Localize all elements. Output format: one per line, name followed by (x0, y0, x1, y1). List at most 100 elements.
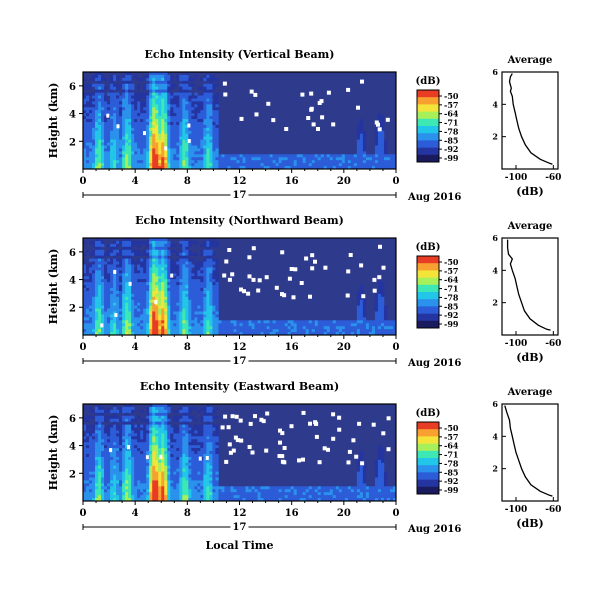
heatmap-cell (83, 302, 87, 306)
heatmap-cell (86, 299, 90, 303)
heatmap-cell (128, 119, 132, 123)
heatmap-cell (86, 160, 90, 164)
heatmap-cell (203, 116, 207, 120)
heatmap-cell (215, 273, 219, 277)
heatmap-cell (119, 160, 123, 164)
heatmap-cell (392, 160, 397, 164)
heatmap-cell (92, 332, 96, 336)
heatmap-cell (140, 95, 144, 99)
heatmap-cell (176, 305, 180, 309)
heatmap-cell (155, 240, 159, 245)
heatmap-cell (176, 110, 180, 114)
heatmap-cell (83, 317, 87, 321)
heatmap-cell (92, 329, 96, 333)
heatmap-cell (140, 133, 144, 137)
heatmap-cell (164, 451, 168, 455)
heatmap-cell (155, 273, 159, 277)
heatmap-cell (230, 323, 234, 327)
heatmap-cell (176, 329, 180, 333)
heatmap-cell (128, 329, 132, 333)
heatmap-cell (116, 95, 120, 99)
heatmap-cell (200, 486, 204, 490)
heatmap-cell (122, 270, 126, 274)
heatmap-cell (185, 308, 189, 312)
heatmap-cell (215, 279, 219, 283)
heatmap-cell (116, 477, 120, 481)
heatmap-cell (170, 483, 174, 487)
heatmap-cell (152, 448, 156, 452)
heatmap-cell (146, 302, 150, 306)
heatmap-cell (107, 409, 111, 414)
heatmap-cell (176, 130, 180, 135)
heatmap-cell (170, 474, 174, 478)
heatmap-cell (254, 326, 258, 330)
heatmap-cell (158, 329, 162, 333)
heatmap-cell (344, 160, 349, 164)
heatmap-cell (137, 448, 141, 452)
heatmap-cell (116, 77, 120, 82)
heatmap-cell (383, 314, 388, 318)
heatmap-cell (212, 305, 216, 309)
heatmap-cell (98, 243, 102, 248)
heatmap-cell (95, 77, 99, 82)
heatmap-cell (275, 166, 279, 170)
heatmap-cell (161, 121, 165, 126)
heatmap-cell (137, 415, 141, 419)
heatmap-cell (167, 290, 171, 295)
heatmap-cell (206, 101, 210, 105)
heatmap-cell (203, 430, 207, 434)
heatmap-cell (182, 326, 186, 330)
heatmap-cell (113, 462, 117, 467)
heatmap-cell (98, 465, 102, 469)
heatmap-cell (158, 151, 162, 155)
heatmap-cell (212, 243, 216, 248)
heatmap-cell (137, 261, 141, 265)
heatmap-cell (92, 456, 96, 461)
heatmap-cell (167, 332, 171, 336)
heatmap-cell (134, 302, 138, 306)
heatmap-cell (113, 451, 117, 455)
heatmap-cell (122, 317, 126, 321)
heatmap-cell (170, 498, 174, 502)
heatmap-cell (179, 293, 183, 298)
heatmap-cell (104, 119, 108, 123)
heatmap-cell (89, 448, 93, 452)
heatmap-cell (314, 323, 319, 327)
heatmap-cell (107, 249, 111, 253)
heatmap-cell (335, 326, 340, 330)
heatmap-cell (155, 418, 159, 422)
heatmap-cell (299, 329, 303, 333)
heatmap-cell (161, 421, 165, 425)
heatmap-cell (146, 329, 150, 333)
heatmap-cell (104, 451, 108, 455)
heatmap-cell (179, 261, 183, 265)
heatmap-cell (92, 442, 96, 446)
heatmap-cell (299, 166, 303, 170)
profile-y-tick-label: 2 (492, 132, 498, 142)
colorbar-tick-label: -57 (444, 266, 458, 276)
heatmap-cell (116, 127, 120, 132)
heatmap-cell (182, 483, 186, 487)
heatmap-cell (137, 139, 141, 143)
heatmap-cell (158, 270, 162, 274)
heatmap-cell (317, 323, 322, 327)
heatmap-cell (191, 139, 195, 143)
heatmap-cell (113, 86, 117, 90)
heatmap-cell (89, 77, 93, 82)
heatmap-cell (239, 160, 243, 164)
heatmap-cell (107, 495, 111, 499)
heatmap-cell (149, 418, 153, 422)
heatmap-cell (380, 329, 385, 333)
heatmap-cell (176, 451, 180, 455)
heatmap-cell (155, 255, 159, 259)
heatmap-cell (125, 465, 129, 469)
heatmap-cell (209, 468, 213, 472)
heatmap-cell (281, 320, 285, 324)
heatmap-cell (167, 160, 171, 164)
heatmap-cell (338, 163, 343, 167)
heatmap-cell (209, 448, 213, 452)
heatmap-cell (116, 483, 120, 487)
heatmap-cell (170, 302, 174, 306)
heatmap-cell (137, 282, 141, 286)
heatmap-cell (179, 142, 183, 146)
